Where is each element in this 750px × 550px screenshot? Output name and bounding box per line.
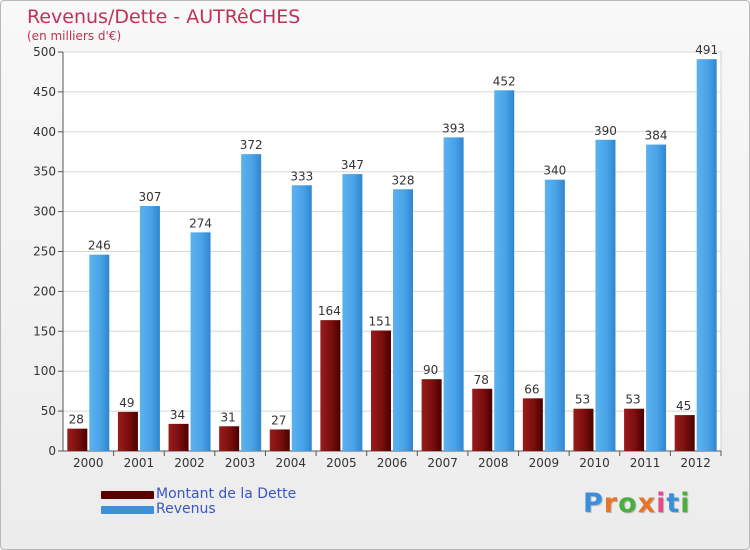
data-label-debt: 28 [69, 413, 84, 427]
x-tick-label: 2004 [275, 456, 306, 470]
legend-swatch-debt [101, 490, 154, 499]
bar-revenue [291, 185, 312, 452]
data-label-revenue: 372 [240, 138, 263, 152]
data-label-revenue: 347 [341, 158, 364, 172]
data-label-revenue: 452 [493, 74, 516, 88]
x-tick-label: 2003 [225, 456, 256, 470]
logo-letter: r [603, 488, 619, 519]
bar-revenue [342, 174, 363, 451]
data-label-debt: 49 [119, 396, 134, 410]
data-label-revenue: 246 [88, 239, 111, 253]
y-tick-label: 100 [33, 364, 56, 378]
logo-letter: o [618, 488, 638, 519]
bar-debt [320, 320, 341, 451]
data-label-revenue: 328 [392, 173, 415, 187]
data-label-debt: 31 [221, 410, 236, 424]
bar-revenue [89, 254, 110, 451]
bar-revenue [544, 179, 565, 451]
bar-revenue [241, 154, 262, 452]
legend-item-revenue: Revenus [101, 502, 296, 517]
bar-revenue [646, 144, 667, 451]
y-tick-label: 400 [33, 125, 56, 139]
bar-revenue [393, 189, 413, 452]
x-tick-label: 2008 [478, 456, 509, 470]
data-label-debt: 53 [625, 393, 640, 407]
data-label-revenue: 393 [442, 121, 465, 135]
bar-debt [522, 398, 543, 451]
data-label-debt: 78 [474, 373, 489, 387]
x-tick-label: 2011 [630, 456, 661, 470]
data-label-revenue: 274 [189, 216, 212, 230]
bar-revenue [139, 206, 160, 451]
data-label-revenue: 384 [645, 129, 668, 143]
data-label-revenue: 307 [138, 190, 161, 204]
y-tick-label: 150 [33, 324, 56, 338]
bar-debt [573, 408, 594, 451]
bar-revenue [190, 232, 211, 451]
data-label-debt: 164 [318, 304, 341, 318]
legend-swatch-revenue [101, 505, 154, 514]
data-label-debt: 53 [575, 393, 590, 407]
bar-debt [472, 388, 493, 451]
logo-letter: t [666, 488, 681, 519]
y-tick-label: 50 [41, 404, 56, 418]
x-tick-label: 2007 [427, 456, 458, 470]
x-tick-label: 2012 [680, 456, 711, 470]
bar-revenue [595, 139, 616, 451]
chart-legend: Montant de la Dette Revenus [101, 487, 296, 517]
bar-debt [67, 428, 88, 451]
x-tick-label: 2009 [529, 456, 560, 470]
bar-revenue [494, 90, 515, 451]
bar-debt [269, 429, 290, 451]
proxiti-logo: Proxiti [583, 488, 691, 519]
data-label-revenue: 390 [594, 124, 617, 138]
legend-label-debt: Montant de la Dette [156, 486, 297, 502]
y-tick-label: 250 [33, 245, 56, 259]
bar-debt [371, 330, 391, 451]
x-tick-label: 2000 [73, 456, 104, 470]
chart-subtitle: (en milliers d'€) [27, 29, 122, 43]
bar-debt [674, 415, 695, 451]
legend-label-revenue: Revenus [156, 501, 216, 517]
data-label-debt: 27 [271, 413, 286, 427]
data-label-debt: 90 [423, 363, 438, 377]
x-tick-label: 2001 [124, 456, 155, 470]
y-tick-label: 200 [33, 284, 56, 298]
y-tick-label: 350 [33, 165, 56, 179]
data-label-debt: 151 [369, 315, 392, 329]
bar-debt [117, 411, 138, 451]
data-label-debt: 34 [170, 408, 185, 422]
data-label-revenue: 340 [543, 164, 566, 178]
data-label-debt: 45 [676, 399, 691, 413]
logo-letter: i [656, 488, 667, 519]
y-tick-label: 0 [48, 444, 56, 458]
data-label-revenue: 333 [290, 169, 313, 183]
logo-letter: i [680, 488, 691, 519]
bar-debt [219, 426, 240, 451]
x-tick-label: 2010 [579, 456, 610, 470]
y-tick-label: 450 [33, 85, 56, 99]
x-tick-label: 2005 [326, 456, 357, 470]
bar-revenue [696, 59, 717, 451]
legend-item-debt: Montant de la Dette [101, 487, 296, 502]
bar-debt [624, 408, 645, 451]
y-tick-label: 300 [33, 205, 56, 219]
y-tick-label: 500 [33, 45, 56, 59]
x-tick-label: 2006 [377, 456, 408, 470]
bar-debt [168, 423, 189, 451]
bar-revenue [443, 137, 464, 452]
x-tick-label: 2002 [174, 456, 205, 470]
data-label-debt: 66 [524, 382, 539, 396]
data-label-revenue: 491 [695, 43, 718, 57]
chart-title: Revenus/Dette - AUTRêCHES [27, 6, 301, 28]
logo-letter: P [583, 488, 604, 519]
logo-letter: x [637, 488, 657, 519]
bar-debt [421, 379, 442, 451]
